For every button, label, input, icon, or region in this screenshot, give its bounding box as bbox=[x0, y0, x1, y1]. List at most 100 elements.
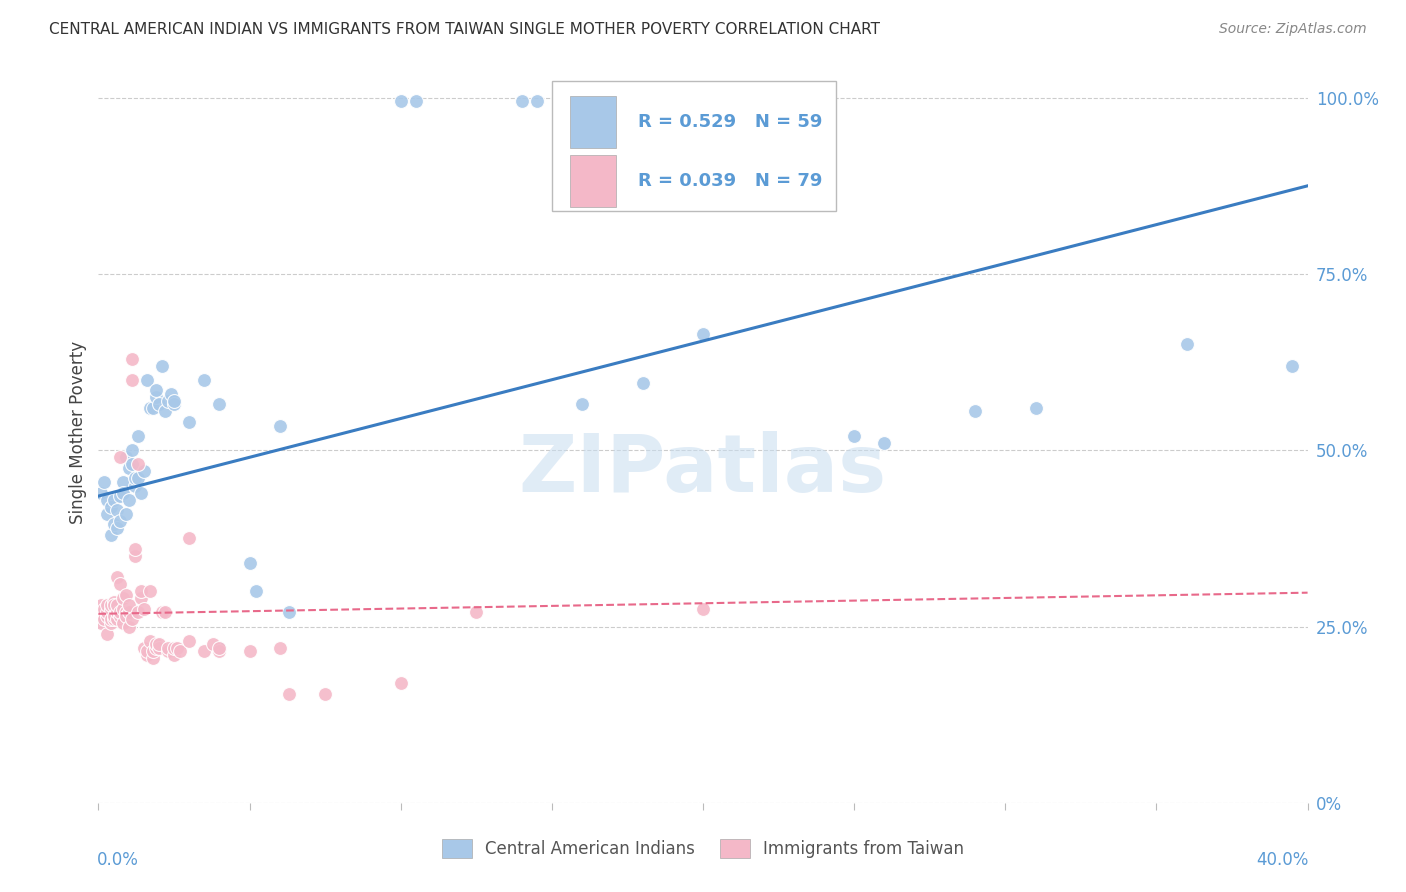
Point bbox=[208, 397, 231, 411]
Text: 0.0%: 0.0% bbox=[97, 851, 139, 869]
Point bbox=[465, 606, 488, 620]
Point bbox=[121, 612, 143, 626]
Point bbox=[169, 644, 191, 658]
Point bbox=[179, 633, 201, 648]
Point bbox=[118, 492, 141, 507]
Point bbox=[692, 602, 714, 616]
Point bbox=[166, 640, 188, 655]
Point bbox=[193, 644, 215, 658]
Point bbox=[135, 644, 157, 658]
Point bbox=[389, 676, 412, 690]
Point bbox=[121, 351, 143, 366]
Point bbox=[111, 602, 134, 616]
Point bbox=[571, 397, 593, 411]
Point bbox=[124, 471, 146, 485]
Legend: Central American Indians, Immigrants from Taiwan: Central American Indians, Immigrants fro… bbox=[434, 833, 972, 865]
Point bbox=[121, 373, 143, 387]
Point bbox=[118, 599, 141, 613]
Text: CENTRAL AMERICAN INDIAN VS IMMIGRANTS FROM TAIWAN SINGLE MOTHER POVERTY CORRELAT: CENTRAL AMERICAN INDIAN VS IMMIGRANTS FR… bbox=[49, 22, 880, 37]
Point bbox=[1024, 401, 1046, 415]
Point bbox=[93, 612, 115, 626]
Point bbox=[114, 609, 136, 624]
Point bbox=[269, 640, 291, 655]
Point bbox=[129, 591, 152, 606]
Point bbox=[121, 458, 143, 472]
Point bbox=[93, 475, 115, 489]
Point bbox=[105, 570, 128, 584]
Point bbox=[124, 478, 146, 492]
Point bbox=[277, 686, 299, 700]
Point bbox=[114, 450, 136, 465]
Text: R = 0.039   N = 79: R = 0.039 N = 79 bbox=[638, 172, 823, 190]
Point bbox=[114, 507, 136, 521]
Point bbox=[160, 387, 183, 401]
Point bbox=[145, 640, 167, 655]
Point bbox=[124, 549, 146, 563]
Point bbox=[405, 94, 427, 108]
Point bbox=[103, 609, 125, 624]
Point bbox=[118, 606, 141, 620]
Point bbox=[93, 602, 115, 616]
Point bbox=[239, 556, 262, 570]
Point bbox=[118, 619, 141, 633]
Point bbox=[118, 461, 141, 475]
Point bbox=[129, 584, 152, 599]
Point bbox=[103, 612, 125, 626]
Point bbox=[153, 606, 176, 620]
Point bbox=[108, 489, 131, 503]
Point bbox=[139, 584, 162, 599]
Point bbox=[103, 599, 125, 613]
Point bbox=[100, 602, 122, 616]
Point bbox=[108, 609, 131, 624]
Point bbox=[269, 418, 291, 433]
Point bbox=[132, 602, 155, 616]
Point bbox=[90, 485, 112, 500]
Point bbox=[148, 640, 170, 655]
Point bbox=[142, 401, 165, 415]
FancyBboxPatch shape bbox=[569, 95, 616, 147]
Point bbox=[510, 94, 533, 108]
FancyBboxPatch shape bbox=[551, 81, 837, 211]
Point bbox=[108, 606, 131, 620]
Point bbox=[1281, 359, 1303, 373]
Y-axis label: Single Mother Poverty: Single Mother Poverty bbox=[69, 341, 87, 524]
Point bbox=[208, 640, 231, 655]
Point bbox=[96, 606, 118, 620]
Point bbox=[127, 458, 149, 472]
Point bbox=[129, 485, 152, 500]
Point bbox=[100, 599, 122, 613]
Point bbox=[163, 648, 186, 662]
Point bbox=[239, 644, 262, 658]
Point bbox=[148, 637, 170, 651]
Point bbox=[127, 471, 149, 485]
Text: 40.0%: 40.0% bbox=[1257, 851, 1309, 869]
Point bbox=[124, 541, 146, 556]
Point bbox=[103, 595, 125, 609]
Point bbox=[127, 606, 149, 620]
Point bbox=[873, 436, 896, 450]
Point bbox=[148, 397, 170, 411]
Point bbox=[245, 584, 267, 599]
Point bbox=[389, 94, 412, 108]
Point bbox=[132, 640, 155, 655]
Point bbox=[163, 393, 186, 408]
Point bbox=[142, 644, 165, 658]
Point bbox=[100, 612, 122, 626]
Point bbox=[90, 599, 112, 613]
Point bbox=[100, 528, 122, 542]
Point bbox=[145, 390, 167, 404]
Point bbox=[202, 637, 225, 651]
Point bbox=[153, 404, 176, 418]
Point bbox=[142, 651, 165, 665]
Point bbox=[96, 626, 118, 640]
Point bbox=[139, 633, 162, 648]
Point bbox=[844, 429, 866, 443]
Point bbox=[108, 577, 131, 591]
Point bbox=[111, 475, 134, 489]
Point bbox=[145, 384, 167, 398]
Point bbox=[145, 637, 167, 651]
Point bbox=[526, 94, 548, 108]
Point bbox=[108, 514, 131, 528]
Point bbox=[90, 615, 112, 630]
Text: Source: ZipAtlas.com: Source: ZipAtlas.com bbox=[1219, 22, 1367, 37]
